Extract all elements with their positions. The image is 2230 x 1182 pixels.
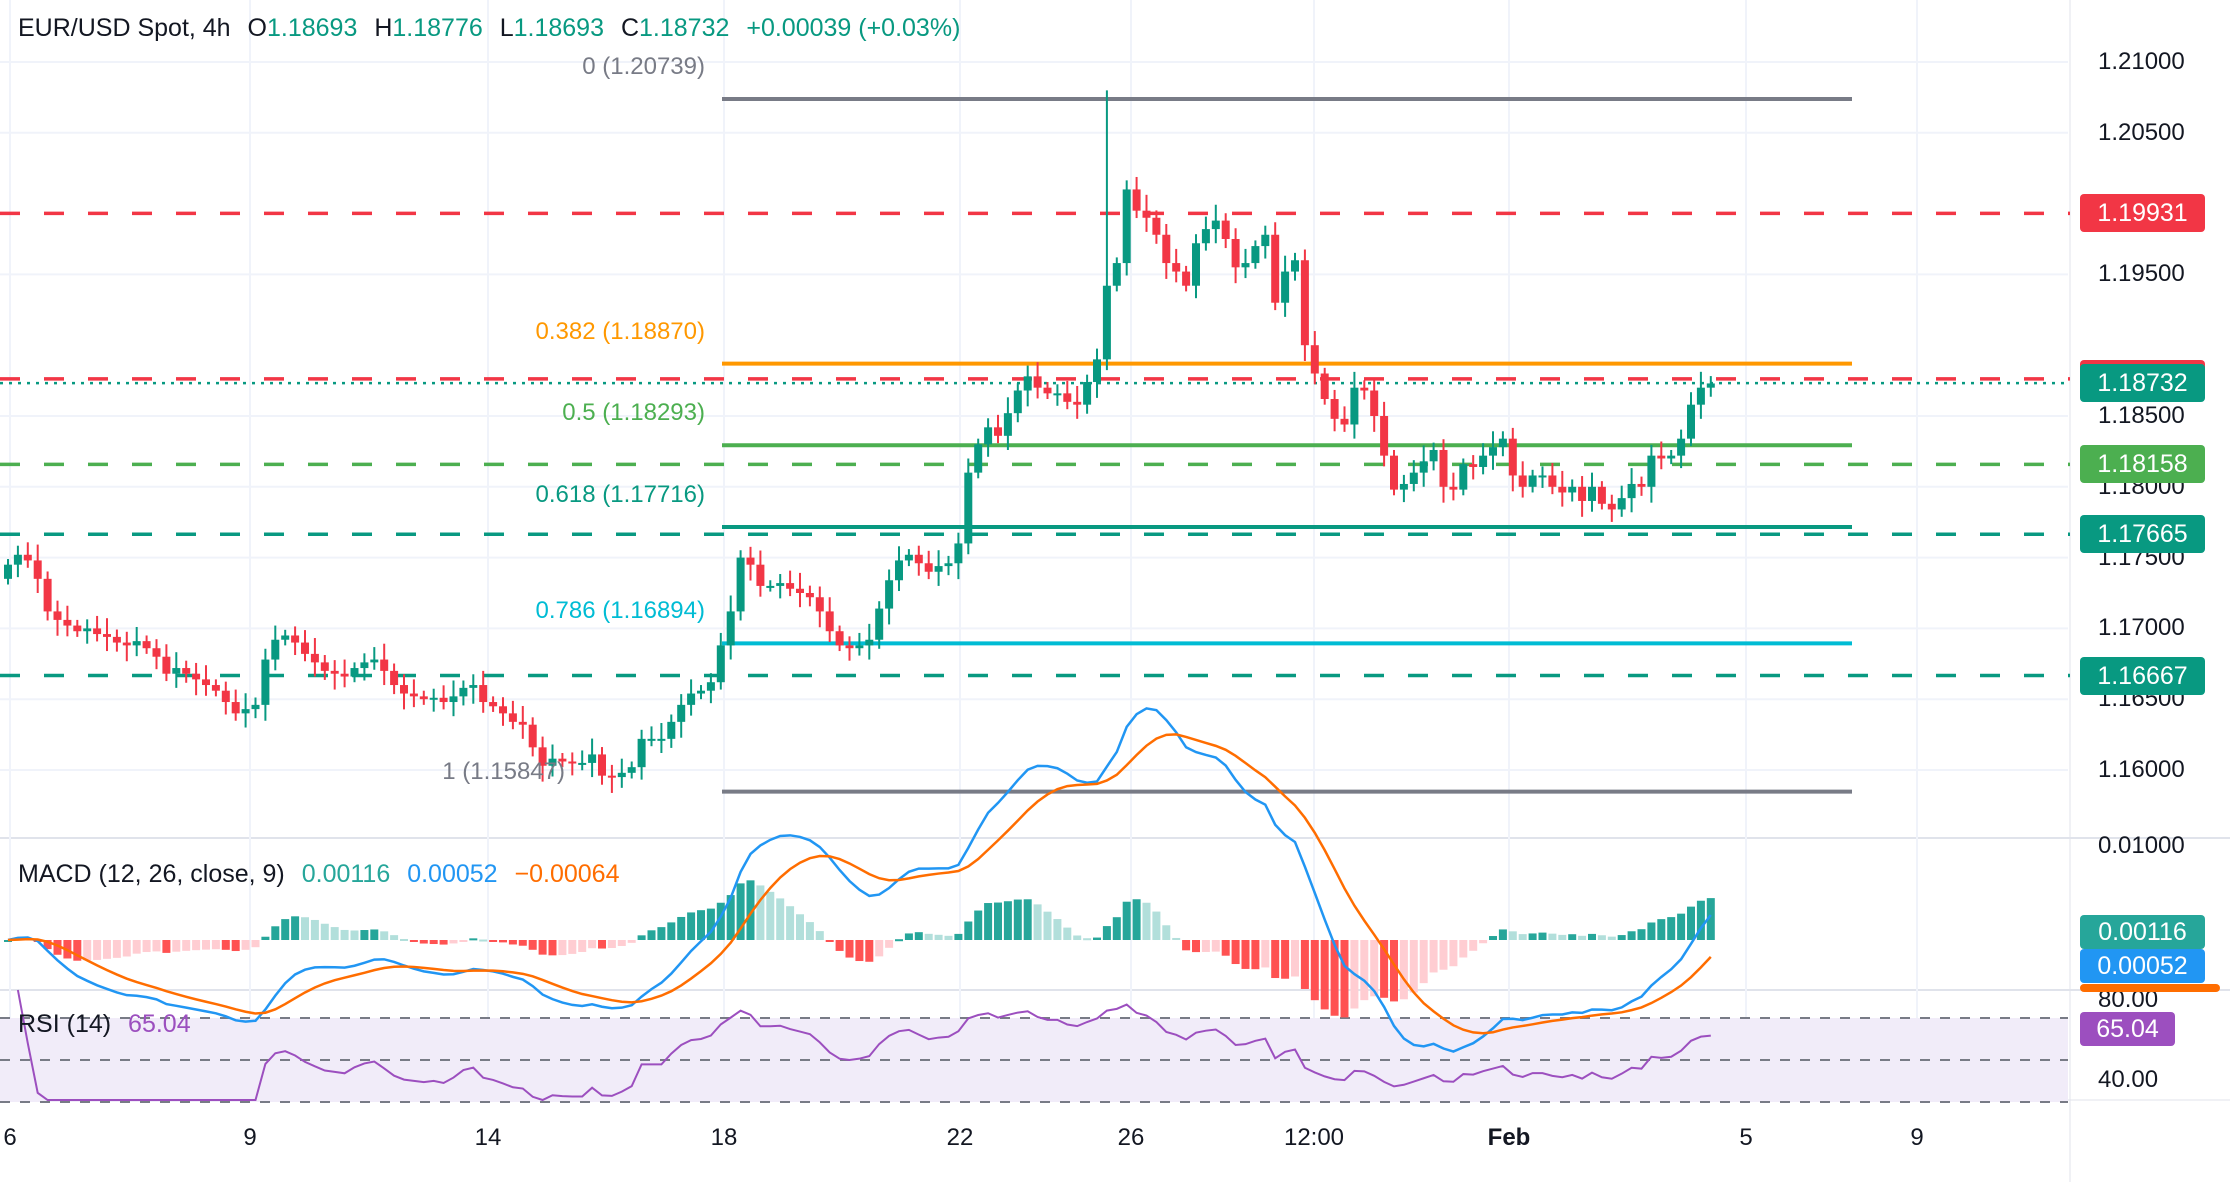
close-value: 1.18732 [639, 14, 730, 42]
change-value: +0.00039 (+0.03%) [746, 14, 961, 42]
open-value: 1.18693 [267, 14, 358, 42]
macd-legend: MACD (12, 26, close, 9) 0.00116 0.00052 … [18, 860, 629, 889]
rsi-axis-label: 40.00 [2098, 1066, 2159, 1093]
price-axis-label: 1.17000 [2098, 614, 2185, 642]
price-axis-label: 1.18500 [2098, 402, 2185, 429]
price-axis-label: 1.19500 [2098, 260, 2185, 288]
symbol-legend: EUR/USD Spot, 4h O1.18693 H1.18776 L1.18… [18, 14, 961, 42]
last-price-tag: 1.18732 [2080, 364, 2205, 403]
price-axis-label: 1.16000 [2098, 756, 2185, 783]
low-value: 1.18693 [513, 14, 604, 42]
price-axis-label: 1.21000 [2098, 48, 2185, 75]
fib-label: 0.618 (1.17716) [535, 481, 705, 508]
time-axis-label: 6 [3, 1124, 17, 1151]
rsi-legend: RSI (14) 65.04 [18, 1010, 201, 1039]
fib-label: 0 (1.20739) [582, 52, 705, 80]
price-line-tag: 1.17665 [2080, 515, 2205, 554]
time-axis-label: 12:00 [1283, 1124, 1345, 1151]
rsi-tag: 65.04 [2080, 1012, 2175, 1046]
time-axis-label: 9 [1910, 1124, 1924, 1151]
symbol-title: EUR/USD Spot, 4h [18, 14, 231, 42]
macd-signal-value: −0.00064 [514, 860, 620, 888]
macd-tag: 0.00116 [2080, 915, 2205, 949]
fib-label: 1 (1.15847) [442, 757, 565, 785]
fib-label: 0.382 (1.18870) [535, 317, 705, 345]
macd-signal-tag [2080, 984, 2220, 992]
time-axis-label: Feb [1487, 1124, 1531, 1151]
time-axis-label: 14 [474, 1124, 502, 1151]
macd-title: MACD (12, 26, close, 9) [18, 860, 285, 888]
time-axis-label: 26 [1117, 1124, 1145, 1151]
macd-hist-value: 0.00116 [301, 860, 391, 888]
time-axis-label: 5 [1739, 1124, 1753, 1151]
macd-tag: 0.00052 [2080, 949, 2205, 983]
time-axis-label: 9 [243, 1124, 257, 1151]
price-axis-label: 1.20500 [2098, 118, 2185, 146]
price-line-tag: 1.18158 [2080, 445, 2205, 484]
time-axis-label: 18 [710, 1124, 738, 1151]
price-line-tag: 1.19931 [2080, 194, 2205, 233]
rsi-title: RSI (14) [18, 1010, 112, 1038]
price-line-tag: 1.16667 [2080, 656, 2205, 695]
fib-label: 0.786 (1.16894) [535, 597, 705, 625]
macd-axis-label: 0.01000 [2098, 832, 2185, 859]
rsi-value: 65.04 [128, 1010, 191, 1038]
high-value: 1.18776 [392, 14, 483, 42]
fib-label: 0.5 (1.18293) [562, 399, 705, 427]
time-axis-label: 22 [946, 1124, 974, 1151]
macd-line-value: 0.00052 [407, 860, 498, 888]
